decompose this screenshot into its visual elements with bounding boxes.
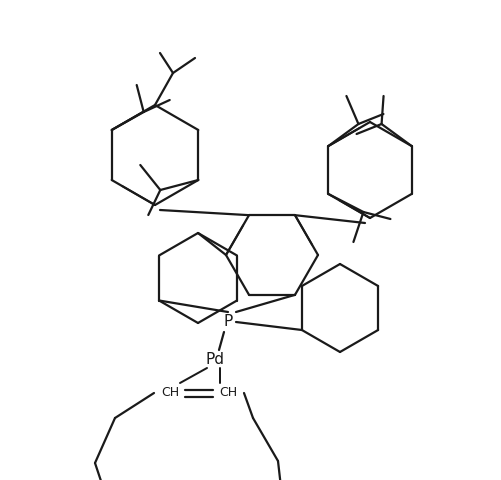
Text: P: P: [223, 314, 232, 329]
Text: CH: CH: [219, 386, 237, 399]
Text: Pd: Pd: [205, 352, 224, 368]
Text: CH: CH: [161, 386, 179, 399]
